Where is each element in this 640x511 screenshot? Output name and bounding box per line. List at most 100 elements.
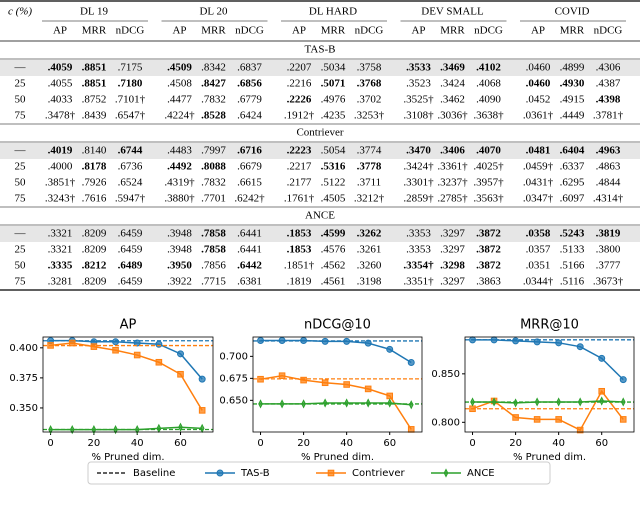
marker bbox=[258, 399, 263, 409]
table-cell: .4477 bbox=[167, 94, 192, 106]
table-cell: .1853 bbox=[287, 244, 312, 256]
table-cell: .5034 bbox=[321, 62, 346, 74]
table-cell: .3673† bbox=[593, 276, 624, 288]
table-cell: .4509 bbox=[167, 62, 192, 74]
table-cell: .3297 bbox=[440, 228, 465, 240]
y-tick-label: 0.650 bbox=[219, 395, 248, 406]
row-label: 25 bbox=[15, 78, 27, 90]
x-tick-label: 20 bbox=[297, 438, 310, 449]
marker bbox=[386, 392, 394, 400]
table-cell: .4025† bbox=[473, 161, 504, 173]
table-cell: .6459 bbox=[118, 276, 143, 288]
table-cell: .3298 bbox=[440, 260, 465, 272]
table-cell: .6489 bbox=[118, 260, 143, 272]
table-cell: .4055 bbox=[48, 78, 73, 90]
group-header: DL HARD bbox=[309, 6, 357, 18]
series-line bbox=[260, 339, 412, 364]
marker bbox=[490, 336, 498, 344]
marker bbox=[407, 359, 415, 367]
metric-header: MRR bbox=[201, 25, 226, 37]
chart-title: MRR@10 bbox=[520, 318, 579, 333]
table-cell: .2223 bbox=[287, 145, 312, 157]
results-table: c (%) DL 19 AP MRR nDCG DL 20 AP MRR nDCG DL HARD… bbox=[0, 0, 640, 291]
table-cell: .3880† bbox=[164, 193, 195, 205]
table-cell: .2216 bbox=[287, 78, 312, 90]
table-cell: .4090 bbox=[476, 94, 501, 106]
table-cell: .4844 bbox=[596, 177, 621, 189]
x-tick-label: 0 bbox=[257, 438, 263, 449]
table-cell: .4508 bbox=[167, 78, 192, 90]
table-cell: .7715 bbox=[201, 276, 226, 288]
plot-frame bbox=[464, 336, 635, 433]
metric-header: MRR bbox=[82, 25, 107, 37]
group-header: DL 20 bbox=[199, 6, 228, 18]
table-cell: .6295 bbox=[560, 177, 585, 189]
marker bbox=[47, 342, 54, 349]
table-cell: .1912† bbox=[284, 110, 315, 122]
row-label: 75 bbox=[15, 276, 27, 288]
table-cell: .0459† bbox=[523, 161, 554, 173]
marker bbox=[534, 397, 540, 407]
table-cell: .8209 bbox=[82, 228, 107, 240]
table-cell: .3702 bbox=[357, 94, 382, 106]
table-cell: .4976 bbox=[321, 94, 346, 106]
y-tick-label: 0.800 bbox=[431, 417, 460, 428]
x-tick-label: 20 bbox=[509, 438, 522, 449]
row-highlight bbox=[0, 143, 640, 159]
section-label: Contriever bbox=[296, 127, 343, 139]
x-tick-label: 0 bbox=[47, 438, 53, 449]
marker bbox=[48, 425, 53, 435]
legend-label: Contriever bbox=[352, 468, 405, 479]
table-cell: .4492 bbox=[167, 161, 192, 173]
table-cell: .3957† bbox=[473, 177, 504, 189]
table-cell: .7858 bbox=[201, 244, 226, 256]
table-cell: .3297 bbox=[440, 244, 465, 256]
table-cell: .3260 bbox=[357, 260, 382, 272]
marker bbox=[113, 425, 118, 435]
marker bbox=[155, 358, 163, 366]
table-cell: .6442 bbox=[237, 260, 262, 272]
table-cell: .2207 bbox=[287, 62, 312, 74]
table-cell: .4019 bbox=[48, 145, 73, 157]
row-highlight bbox=[0, 60, 640, 76]
table-cell: .4319† bbox=[164, 177, 195, 189]
table-cell: .5243 bbox=[560, 228, 585, 240]
legend-marker bbox=[443, 468, 449, 478]
marker bbox=[386, 345, 394, 353]
x-axis-label: % Pruned dim. bbox=[91, 452, 164, 463]
marker bbox=[491, 397, 497, 407]
marker bbox=[387, 398, 393, 408]
table-cell: .4483 bbox=[167, 145, 192, 157]
marker bbox=[156, 423, 162, 433]
table-cell: .4930 bbox=[560, 78, 585, 90]
metric-header: AP bbox=[292, 25, 306, 37]
table-cell: .6837 bbox=[237, 62, 262, 74]
row-label: — bbox=[14, 145, 27, 157]
y-tick-label: 0.375 bbox=[9, 373, 38, 384]
metric-header: nDCG bbox=[355, 25, 384, 37]
marker bbox=[279, 399, 285, 409]
marker bbox=[619, 376, 627, 384]
table-cell: .3948 bbox=[167, 228, 192, 240]
series-line bbox=[260, 374, 412, 430]
table-cell: .1761† bbox=[284, 193, 315, 205]
marker bbox=[469, 336, 477, 344]
table-cell: .8209 bbox=[82, 276, 107, 288]
marker bbox=[619, 416, 627, 423]
table-cell: .6679 bbox=[237, 161, 262, 173]
table-cell: .3851† bbox=[45, 177, 76, 189]
table-cell: .8528 bbox=[201, 110, 226, 122]
table-cell: .6404 bbox=[560, 145, 585, 157]
table-cell: .4059 bbox=[48, 62, 73, 74]
table-cell: .6242† bbox=[234, 193, 265, 205]
marker bbox=[198, 407, 206, 414]
table-cell: .8752 bbox=[82, 94, 107, 106]
table-cell: .7101† bbox=[115, 94, 146, 106]
marker bbox=[257, 337, 265, 345]
chart-title: nDCG@10 bbox=[304, 318, 371, 333]
table-cell: .5133 bbox=[560, 244, 585, 256]
section-label: TAS-B bbox=[305, 44, 336, 56]
row-label: 50 bbox=[15, 260, 27, 272]
table-cell: .3768 bbox=[357, 78, 382, 90]
table-cell: .6736 bbox=[118, 161, 143, 173]
